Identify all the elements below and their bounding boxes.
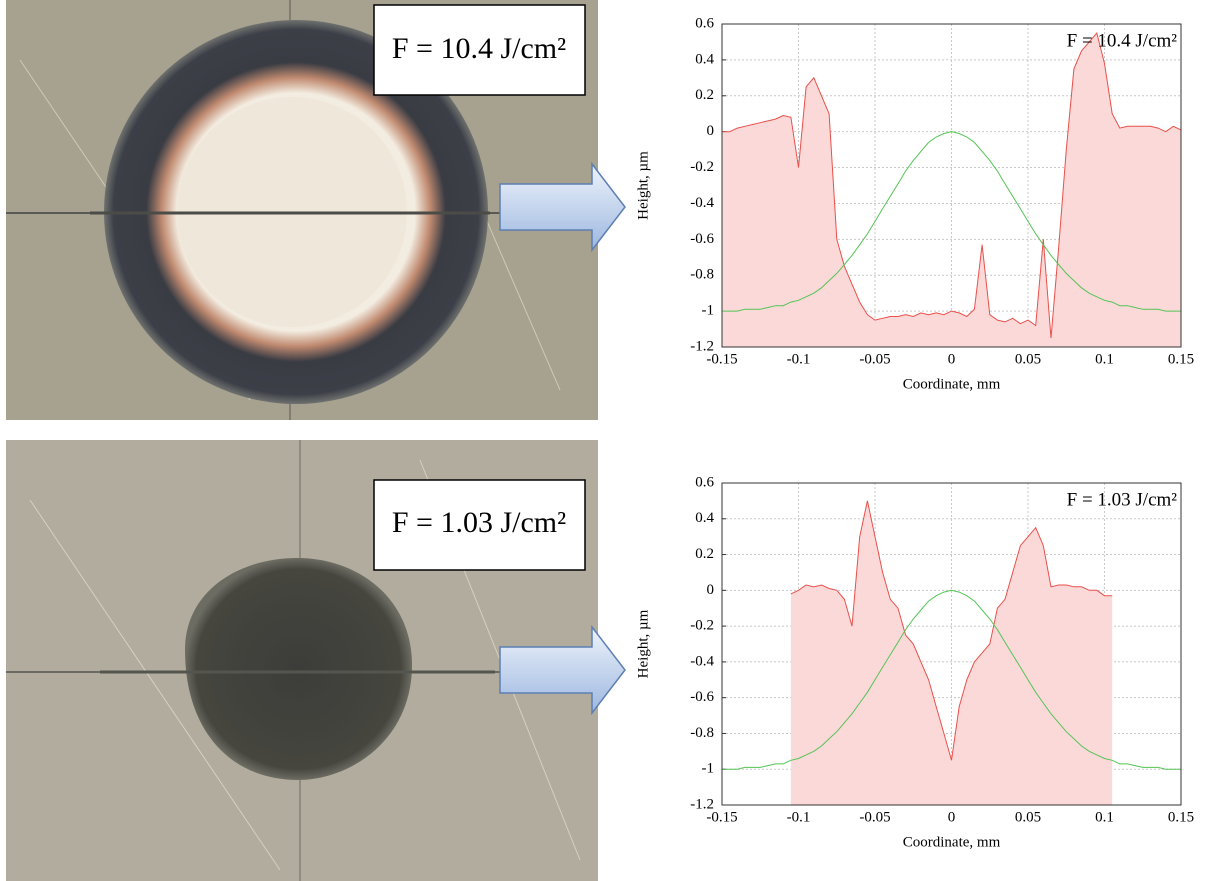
y-tick-label: -0.8 <box>690 267 714 283</box>
x-tick-label: 0.15 <box>1168 809 1194 825</box>
y-axis-label: Height, µm <box>635 151 651 220</box>
y-axis-label: Height, µm <box>635 609 651 678</box>
y-tick-label: -0.2 <box>690 618 714 634</box>
x-tick-label: 0.05 <box>1015 809 1041 825</box>
y-tick-label: -0.6 <box>690 689 714 705</box>
x-tick-label: -0.1 <box>787 351 811 367</box>
x-tick-label: 0.1 <box>1095 809 1114 825</box>
y-tick-label: -1 <box>702 761 715 777</box>
line <box>790 500 1113 761</box>
y-tick-label: -0.2 <box>690 159 714 175</box>
x-tick-label: 0.05 <box>1015 351 1041 367</box>
arrow <box>499 161 626 253</box>
y-tick-label: 0.6 <box>695 15 714 31</box>
x-tick-label: -0.15 <box>706 351 737 367</box>
x-axis-label: Coordinate, mm <box>903 376 1001 392</box>
x-tick-label: 0.1 <box>1095 351 1114 367</box>
line <box>722 589 1181 770</box>
y-tick-label: 0.6 <box>695 474 714 490</box>
y-tick-label: -1.2 <box>690 338 714 354</box>
photo-label: F = 1.03 J/cm² <box>392 506 566 539</box>
y-tick-label: -0.8 <box>690 725 714 741</box>
line <box>722 131 1181 312</box>
x-tick-label: -0.05 <box>859 351 890 367</box>
annotation: F = 1.03 J/cm² <box>1067 489 1178 510</box>
plot-frame <box>721 482 1182 806</box>
y-tick-label: 0 <box>707 582 715 598</box>
x-tick-label: 0 <box>948 351 956 367</box>
y-tick-label: -0.4 <box>690 653 714 669</box>
area <box>790 500 1113 805</box>
y-tick-label: 0.4 <box>695 510 714 526</box>
y-tick-label: 0.2 <box>695 546 714 562</box>
x-tick-label: -0.05 <box>859 809 890 825</box>
photo-label: F = 10.4 J/cm² <box>392 32 566 65</box>
area <box>722 33 1181 347</box>
x-tick-label: -0.1 <box>787 809 811 825</box>
y-tick-label: -0.6 <box>690 231 714 247</box>
line <box>722 31 1182 339</box>
y-tick-label: 0.2 <box>695 87 714 103</box>
y-tick-label: -0.4 <box>690 195 714 211</box>
x-axis-label: Coordinate, mm <box>903 834 1001 850</box>
y-tick-label: -1 <box>702 303 715 319</box>
y-tick-label: 0 <box>707 123 715 139</box>
x-tick-label: 0.15 <box>1168 351 1194 367</box>
x-tick-label: -0.15 <box>706 809 737 825</box>
y-tick-label: -1.2 <box>690 796 714 812</box>
plot-frame <box>721 23 1182 348</box>
chart: 0.6 0.4 0.2 0 -0.2 -0.4 -0.6 -0.8 -1 -1.2-0.15 -0.… <box>635 474 1194 850</box>
chart: 0.6 0.4 0.2 0 -0.2 -0.4 -0.6 -0.8 -1 -1.2-0.15 -0.… <box>635 15 1194 392</box>
y-tick-label: 0.4 <box>695 51 714 67</box>
annotation: F = 10.4 J/cm² <box>1067 30 1178 51</box>
arrow <box>499 624 626 716</box>
x-tick-label: 0 <box>948 809 956 825</box>
